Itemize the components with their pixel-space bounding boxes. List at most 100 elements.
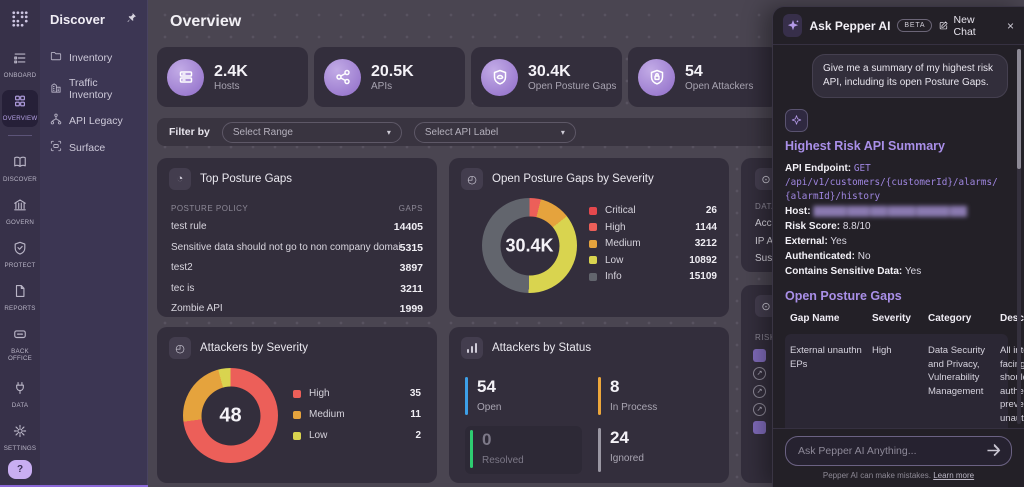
close-icon[interactable]: × — [1006, 18, 1014, 33]
branch-icon — [50, 113, 62, 128]
status-resolved[interactable]: 0 Resolved — [465, 426, 582, 474]
attackers-legend: High 35 Medium 11 Low 2 — [293, 388, 421, 441]
stat-card-open-posture-gaps[interactable]: 30.4K Open Posture Gaps — [471, 47, 622, 107]
new-chat-button[interactable]: New Chat — [939, 14, 992, 38]
table-row[interactable]: Sensitive data should not go to non comp… — [171, 241, 423, 254]
severity-cell: High — [872, 345, 892, 356]
discover-icon — [13, 155, 27, 174]
filter-bar: Filter by Select Range ▾ Select API Labe… — [157, 118, 779, 146]
learn-more-link[interactable]: Learn more — [933, 471, 975, 480]
authenticated-value: No — [857, 251, 871, 262]
stats-row: 2.4K Hosts 20.5K APIs 30.4K Open Posture Ga… — [157, 47, 779, 107]
rail-item-reports[interactable]: REPORTS — [2, 280, 38, 317]
stat-card-hosts[interactable]: 2.4K Hosts — [157, 47, 308, 107]
description-cell: All internet-facing APIs should be authe… — [1000, 345, 1024, 428]
rail-item-settings[interactable]: SETTINGS — [2, 420, 38, 457]
stat-card-apis[interactable]: 20.5K APIs — [314, 47, 465, 107]
legend-item: Medium 11 — [293, 409, 421, 420]
sidebar-item-api-legacy[interactable]: API Legacy — [50, 107, 137, 134]
chevron-down-icon: ▾ — [560, 127, 565, 137]
legend-item: Critical 26 — [589, 205, 717, 216]
http-method: GET — [853, 163, 871, 174]
send-icon[interactable] — [986, 444, 1001, 462]
gaps-by-severity-panel: ◴ Open Posture Gaps by Severity 30.4K Cr… — [449, 158, 729, 317]
donut-total: 48 — [201, 386, 260, 445]
top-posture-gaps-panel: ◔ Top Posture Gaps POSTURE POLICY GAPS t… — [157, 158, 437, 317]
icon-rail: ONBOARD OVERVIEW DISCOVER GOVERN PROTECT… — [0, 0, 40, 487]
rail-item-protect[interactable]: PROTECT — [2, 237, 38, 274]
status-open[interactable]: 54 Open — [465, 375, 582, 417]
select-api-label-dropdown[interactable]: Select API Label ▾ — [413, 121, 576, 143]
sidebar-item-traffic-inventory[interactable]: Traffic Inventory — [50, 71, 137, 107]
back-office-icon — [13, 327, 27, 346]
host-label: Host: — [785, 206, 811, 217]
table-row[interactable]: tec is 3211 — [171, 282, 423, 295]
legend-item: Info 15109 — [589, 271, 717, 282]
bar-chart-icon — [461, 337, 483, 359]
window-accent-line — [0, 485, 148, 487]
stat-card-open-attackers[interactable]: 54 Open Attackers — [628, 47, 779, 107]
severity-donut-chart: 30.4K — [482, 198, 577, 293]
beta-badge: BETA — [897, 19, 933, 32]
status-ignored[interactable]: 24 Ignored — [598, 426, 715, 474]
ask-pepper-ai-panel: Ask Pepper AI BETA New Chat × Give me a … — [772, 6, 1024, 487]
legend-item: High 1144 — [589, 222, 717, 233]
sensitive-data-value: Yes — [904, 266, 922, 277]
rail-item-data[interactable]: DATA — [2, 377, 38, 414]
rail-item-onboard[interactable]: ONBOARD — [2, 47, 38, 84]
sidebar-item-surface[interactable]: Surface — [50, 134, 137, 161]
gauge-icon: ◴ — [461, 168, 483, 190]
risk-type-icon — [753, 348, 766, 362]
table-row[interactable]: test rule 14405 — [171, 221, 423, 233]
chat-scrollbar-thumb[interactable] — [1017, 49, 1021, 169]
filter-by-label: Filter by — [169, 126, 210, 138]
data-plug-icon — [13, 381, 27, 400]
table-row[interactable]: Zombie API 1999 — [171, 303, 423, 315]
risk-score-value: 8.8/10 — [842, 221, 871, 232]
pencil-icon — [940, 21, 948, 30]
risk-type-icon: ↗ — [753, 384, 766, 398]
gap-name-cell: External unauthn EPs — [790, 345, 862, 370]
table-row[interactable]: Susp — [755, 253, 778, 264]
rail-item-govern[interactable]: GOVERN — [2, 194, 38, 231]
chat-title: Ask Pepper AI — [809, 18, 891, 33]
open-posture-gaps-heading: Open Posture Gaps — [785, 289, 902, 303]
app-logo-icon[interactable] — [9, 8, 31, 30]
protect-shield-icon — [13, 241, 27, 260]
rail-item-discover[interactable]: DISCOVER — [2, 151, 38, 188]
table-row[interactable]: Acce — [755, 218, 778, 229]
page-title: Overview — [170, 13, 242, 30]
help-button[interactable]: ? — [8, 460, 32, 479]
status-in-process[interactable]: 8 In Process — [598, 375, 715, 417]
folder-icon — [50, 50, 62, 65]
govern-icon — [13, 198, 27, 217]
table-row[interactable]: IP Ad — [755, 235, 779, 247]
column-data: DATA — [755, 202, 778, 211]
category-cell: Data Security and Privacy, Vulnerability… — [928, 345, 986, 397]
sidebar-item-inventory[interactable]: Inventory — [50, 44, 137, 71]
chat-scrollbar[interactable] — [1017, 49, 1021, 424]
sidebar-title: Discover — [50, 11, 105, 27]
chat-input[interactable] — [785, 436, 1012, 466]
endpoint-label: API Endpoint: — [785, 163, 852, 174]
chat-table-header: Gap Name Severity Category Description — [790, 313, 1024, 324]
ai-avatar-sparkle-icon — [785, 109, 808, 132]
rail-item-overview[interactable]: OVERVIEW — [2, 90, 38, 127]
chat-table-row: External unauthn EPs High Data Security … — [785, 334, 1024, 428]
legend-item: Medium 3212 — [589, 238, 717, 249]
chat-messages: Give me a summary of my highest risk API… — [773, 45, 1024, 428]
pin-icon[interactable] — [126, 10, 137, 28]
rail-item-back-office[interactable]: BACK OFFICE — [2, 323, 38, 367]
table-row[interactable]: Email — [741, 268, 1021, 273]
external-value: Yes — [830, 236, 847, 247]
attack-shield-lock-icon — [638, 58, 675, 96]
select-range-dropdown[interactable]: Select Range ▾ — [221, 121, 402, 143]
redacted-host: ██████ ████ ███ █████ ██████ ███ — [813, 206, 967, 216]
table-row[interactable]: test2 3897 — [171, 262, 423, 274]
attackers-donut-chart: 48 — [183, 368, 278, 463]
user-message-bubble: Give me a summary of my highest risk API… — [812, 54, 1008, 98]
attackers-by-status-panel: Attackers by Status 54 Open 8 In Process 0… — [449, 327, 729, 483]
legend-item: High 35 — [293, 388, 421, 399]
rail-divider — [8, 135, 32, 136]
